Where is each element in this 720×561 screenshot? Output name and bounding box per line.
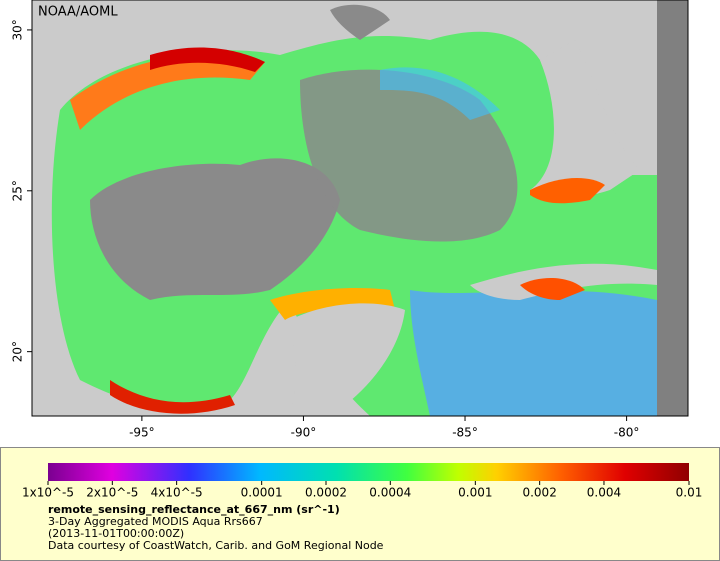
colorbar-tick-label: 2x10^-5 xyxy=(86,486,138,500)
map-frame xyxy=(31,0,689,417)
colorbar-tick-label: 1x10^-5 xyxy=(22,486,74,500)
x-tick-label: -90° xyxy=(291,426,317,440)
y-tick-label: 20° xyxy=(11,341,25,362)
colorbar-tick-label: 0.0001 xyxy=(241,486,283,500)
legend-variable: remote_sensing_reflectance_at_667_nm (sr… xyxy=(48,503,340,516)
map xyxy=(32,0,688,416)
legend-line: (2013-11-01T00:00:00Z) xyxy=(48,527,184,540)
colorbar-tick-label: 0.0002 xyxy=(305,486,347,500)
y-tick-label: 30° xyxy=(11,19,25,40)
x-tick-label: -85° xyxy=(452,426,478,440)
colorbar xyxy=(48,463,689,481)
colorbar-tick-label: 0.0004 xyxy=(369,486,411,500)
colorbar-tick-label: 0.004 xyxy=(587,486,621,500)
map-credit: NOAA/AOML xyxy=(38,5,118,20)
legend-line: Data courtesy of CoastWatch, Carib. and … xyxy=(48,539,384,552)
legend-line: 3-Day Aggregated MODIS Aqua Rrs667 xyxy=(48,515,263,528)
colorbar-tick-label: 0.002 xyxy=(522,486,556,500)
x-tick-label: -95° xyxy=(129,426,155,440)
colorbar-tick-label: 0.01 xyxy=(676,486,703,500)
colorbar-tick-label: 0.001 xyxy=(458,486,492,500)
x-tick-label: -80° xyxy=(614,426,640,440)
y-tick-label: 25° xyxy=(11,180,25,201)
colorbar-tick-label: 4x10^-5 xyxy=(151,486,203,500)
